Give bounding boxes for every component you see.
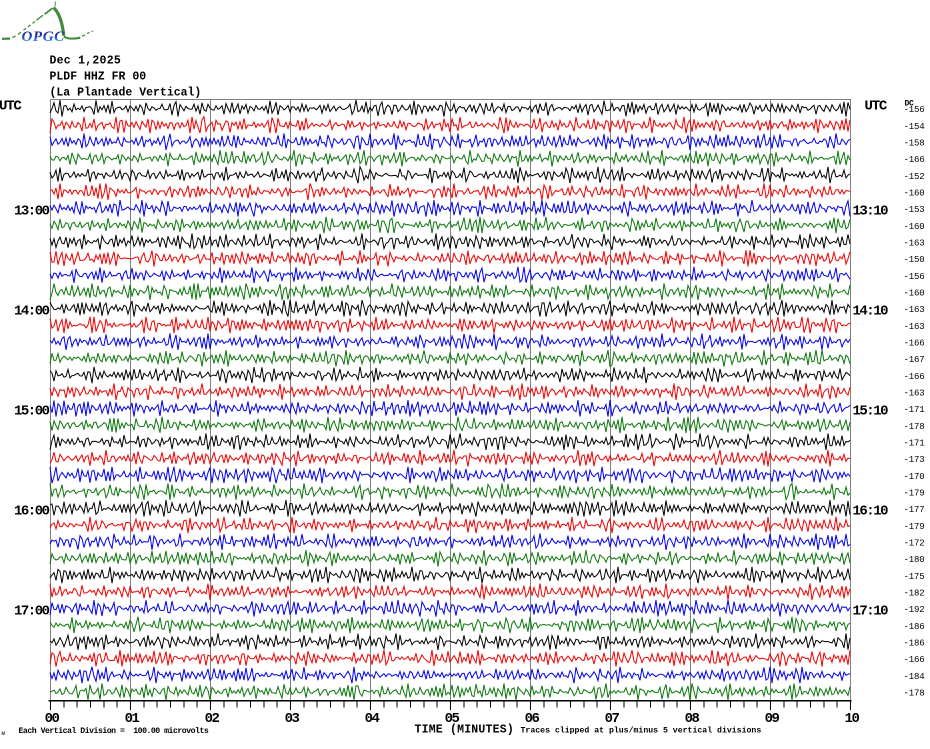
svg-text:UTC: UTC bbox=[0, 99, 22, 115]
svg-text:-171: -171 bbox=[903, 405, 924, 415]
svg-text:-186: -186 bbox=[903, 622, 924, 632]
svg-text:-160: -160 bbox=[903, 289, 924, 299]
svg-text:-179: -179 bbox=[903, 522, 924, 532]
svg-text:17:00: 17:00 bbox=[14, 604, 50, 620]
svg-text:-163: -163 bbox=[903, 239, 924, 249]
svg-text:06: 06 bbox=[525, 711, 540, 727]
svg-text:-173: -173 bbox=[903, 455, 924, 465]
svg-text:(La Plantade Vertical): (La Plantade Vertical) bbox=[50, 87, 202, 100]
svg-text:DC: DC bbox=[905, 100, 915, 109]
svg-text:-156: -156 bbox=[903, 105, 924, 115]
svg-text:05: 05 bbox=[445, 711, 460, 727]
svg-text:-186: -186 bbox=[903, 639, 924, 649]
svg-text:-160: -160 bbox=[903, 222, 924, 232]
svg-text:-163: -163 bbox=[903, 322, 924, 332]
svg-text:-156: -156 bbox=[903, 272, 924, 282]
svg-text:PLDF HHZ FR 00: PLDF HHZ FR 00 bbox=[50, 71, 147, 84]
svg-text:04: 04 bbox=[365, 711, 380, 727]
svg-text:17:10: 17:10 bbox=[853, 604, 889, 620]
svg-text:-172: -172 bbox=[903, 539, 924, 549]
svg-text:-175: -175 bbox=[903, 572, 924, 582]
svg-text:-178: -178 bbox=[903, 689, 924, 699]
svg-text:-166: -166 bbox=[903, 655, 924, 665]
svg-text:-166: -166 bbox=[903, 339, 924, 349]
svg-text:-153: -153 bbox=[903, 205, 924, 215]
svg-text:Traces clipped at plus/minus 5: Traces clipped at plus/minus 5 vertical … bbox=[521, 726, 762, 736]
svg-text:-179: -179 bbox=[903, 489, 924, 499]
svg-text:13:10: 13:10 bbox=[853, 204, 889, 220]
svg-text:15:00: 15:00 bbox=[14, 404, 50, 420]
svg-text:OPGC: OPGC bbox=[22, 29, 66, 45]
svg-text:10: 10 bbox=[845, 711, 860, 727]
svg-text:UTC: UTC bbox=[865, 99, 888, 115]
svg-text:07: 07 bbox=[605, 711, 620, 727]
svg-text:Each Vertical Division = 100.: Each Vertical Division = 100.00 microvol… bbox=[19, 726, 209, 736]
svg-text:08: 08 bbox=[685, 711, 700, 727]
svg-text:14:00: 14:00 bbox=[14, 304, 50, 320]
svg-text:16:00: 16:00 bbox=[14, 504, 50, 520]
svg-text:-184: -184 bbox=[903, 672, 924, 682]
svg-text:Dec 1,2025: Dec 1,2025 bbox=[50, 54, 122, 67]
svg-text:-150: -150 bbox=[903, 255, 924, 265]
svg-text:-158: -158 bbox=[903, 139, 924, 149]
svg-text:-154: -154 bbox=[903, 122, 924, 132]
svg-text:-177: -177 bbox=[903, 505, 924, 515]
svg-text:09: 09 bbox=[765, 711, 780, 727]
svg-text:-171: -171 bbox=[903, 439, 924, 449]
svg-text:-166: -166 bbox=[903, 155, 924, 165]
svg-text:-166: -166 bbox=[903, 372, 924, 382]
svg-text:-163: -163 bbox=[903, 305, 924, 315]
svg-text:16:10: 16:10 bbox=[853, 504, 889, 520]
svg-text:-192: -192 bbox=[903, 605, 924, 615]
svg-text:м: м bbox=[2, 730, 6, 737]
svg-text:-182: -182 bbox=[903, 589, 924, 599]
svg-text:TIME (MINUTES): TIME (MINUTES) bbox=[415, 723, 514, 736]
svg-text:-170: -170 bbox=[903, 472, 924, 482]
svg-text:-152: -152 bbox=[903, 172, 924, 182]
svg-text:-167: -167 bbox=[903, 355, 924, 365]
svg-text:01: 01 bbox=[125, 711, 140, 727]
svg-text:15:10: 15:10 bbox=[853, 404, 889, 420]
svg-text:03: 03 bbox=[285, 711, 300, 727]
svg-text:-180: -180 bbox=[903, 555, 924, 565]
svg-text:14:10: 14:10 bbox=[853, 304, 889, 320]
svg-text:-178: -178 bbox=[903, 422, 924, 432]
svg-text:-160: -160 bbox=[903, 189, 924, 199]
svg-text:13:00: 13:00 bbox=[14, 204, 50, 220]
svg-text:-163: -163 bbox=[903, 389, 924, 399]
svg-text:00: 00 bbox=[45, 711, 60, 727]
svg-text:02: 02 bbox=[205, 711, 220, 727]
